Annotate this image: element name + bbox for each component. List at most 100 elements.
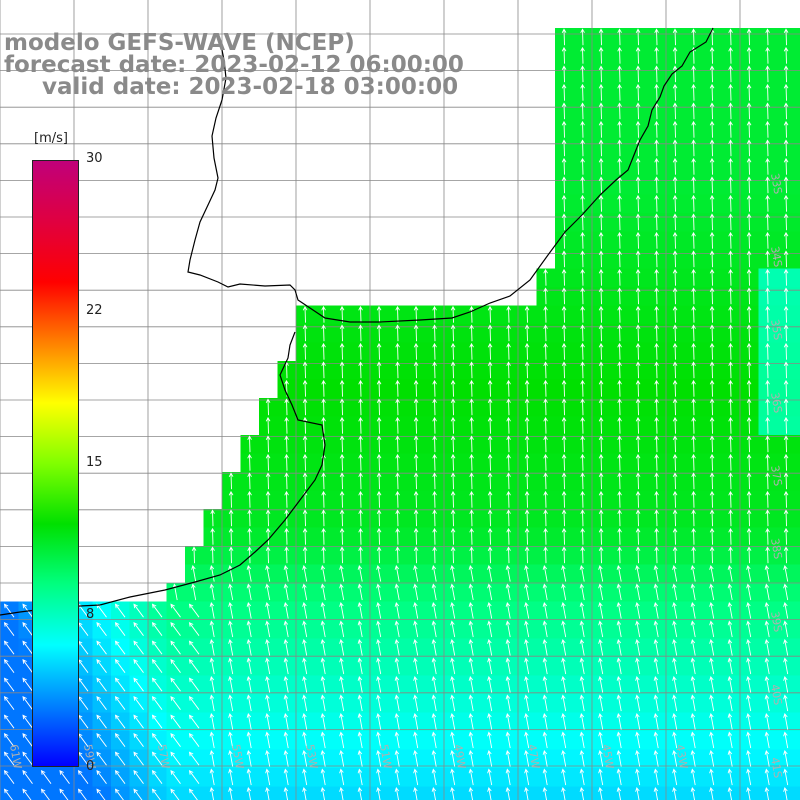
wind-arrow bbox=[635, 583, 641, 601]
wind-arrow bbox=[746, 453, 752, 471]
wind-arrow bbox=[617, 546, 622, 564]
wind-arrow bbox=[598, 361, 604, 379]
wind-arrow bbox=[728, 546, 733, 564]
wind-arrow bbox=[617, 213, 622, 231]
wind-arrow bbox=[635, 250, 641, 268]
wind-speed-cell bbox=[795, 768, 800, 788]
wind-arrow bbox=[542, 694, 548, 712]
wind-speed-cell bbox=[795, 83, 800, 103]
latitude-labels: 33S 34S 35S 36S 37S 38S 39S 40S 41S bbox=[768, 172, 784, 779]
wind-arrow bbox=[170, 770, 181, 784]
wind-arrow bbox=[783, 675, 789, 693]
wind-arrow bbox=[709, 749, 715, 767]
wind-arrow bbox=[580, 361, 585, 379]
wind-arrow bbox=[246, 768, 252, 786]
wind-speed-cell bbox=[629, 786, 649, 800]
wind-arrow bbox=[320, 694, 326, 712]
wind-arrow bbox=[728, 379, 733, 397]
wind-arrow bbox=[617, 435, 622, 453]
wind-arrow bbox=[598, 83, 604, 101]
wind-arrow bbox=[506, 490, 511, 508]
wind-arrow bbox=[209, 749, 215, 767]
wind-arrow bbox=[542, 768, 548, 786]
wind-arrow bbox=[357, 768, 363, 786]
wind-arrow bbox=[543, 472, 548, 490]
wind-arrow bbox=[450, 379, 456, 397]
wind-arrow bbox=[728, 287, 733, 305]
wind-arrow bbox=[151, 788, 161, 800]
wind-arrow bbox=[284, 435, 289, 453]
wind-arrow bbox=[210, 546, 215, 564]
wind-arrow bbox=[209, 786, 215, 800]
wind-arrow bbox=[672, 509, 678, 527]
wind-arrow bbox=[672, 583, 678, 601]
wind-arrow bbox=[672, 472, 678, 490]
wind-arrow bbox=[302, 768, 308, 786]
wind-arrow bbox=[691, 379, 696, 397]
wind-arrow bbox=[635, 361, 641, 379]
wind-arrow bbox=[524, 324, 530, 342]
wind-arrow bbox=[617, 83, 622, 101]
wind-speed-cell bbox=[296, 786, 316, 800]
wind-arrow bbox=[561, 398, 567, 416]
wind-arrow bbox=[431, 601, 437, 619]
wind-arrow bbox=[580, 102, 585, 120]
wind-arrow bbox=[246, 583, 252, 601]
wind-arrow bbox=[339, 398, 345, 416]
wind-arrow bbox=[96, 770, 107, 784]
wind-arrow bbox=[672, 657, 678, 675]
wind-arrow bbox=[765, 139, 770, 157]
wind-arrow bbox=[561, 361, 567, 379]
wind-arrow bbox=[635, 287, 641, 305]
wind-speed-cell bbox=[795, 435, 800, 455]
wind-arrow bbox=[746, 120, 752, 138]
longitude-label: 59W bbox=[81, 743, 98, 770]
wind-arrow bbox=[339, 768, 345, 786]
wind-arrow bbox=[265, 620, 271, 638]
wind-arrow bbox=[450, 583, 456, 601]
wind-arrow bbox=[394, 768, 400, 786]
wind-arrow bbox=[764, 768, 770, 786]
wind-arrow bbox=[209, 694, 215, 712]
wind-arrow bbox=[654, 305, 659, 323]
wind-arrow bbox=[59, 770, 70, 784]
wind-arrow bbox=[170, 788, 180, 800]
wind-arrow bbox=[22, 788, 32, 800]
wind-arrow bbox=[114, 770, 126, 784]
wind-arrow bbox=[151, 640, 163, 655]
wind-arrow bbox=[690, 786, 696, 800]
wind-arrow bbox=[654, 342, 659, 360]
wind-arrow bbox=[283, 583, 289, 601]
wind-arrow bbox=[432, 490, 437, 508]
wind-arrow bbox=[376, 435, 382, 453]
wind-arrow bbox=[783, 601, 789, 619]
wind-arrow bbox=[133, 640, 144, 655]
wind-arrow bbox=[228, 657, 234, 675]
wind-arrow bbox=[617, 250, 622, 268]
wind-arrow bbox=[339, 453, 345, 471]
wind-arrow bbox=[561, 638, 567, 656]
wind-arrow bbox=[506, 398, 511, 416]
wind-arrow bbox=[22, 640, 33, 655]
wind-arrow bbox=[653, 564, 659, 582]
wind-arrow bbox=[246, 564, 252, 582]
wind-arrow bbox=[358, 398, 363, 416]
wind-arrow bbox=[320, 564, 326, 582]
wind-arrow bbox=[635, 546, 641, 564]
wind-arrow bbox=[133, 677, 144, 692]
wind-arrow bbox=[188, 677, 200, 692]
wind-arrow bbox=[746, 213, 752, 231]
wind-arrow bbox=[469, 398, 474, 416]
wind-arrow bbox=[654, 435, 659, 453]
wind-arrow bbox=[598, 620, 604, 638]
wind-arrow bbox=[468, 638, 474, 656]
wind-arrow bbox=[151, 603, 163, 618]
wind-arrow bbox=[691, 324, 696, 342]
wind-arrow bbox=[228, 564, 234, 582]
coastline bbox=[0, 27, 714, 616]
wind-arrow bbox=[524, 546, 530, 564]
wind-arrow bbox=[709, 786, 714, 800]
wind-arrow bbox=[580, 416, 585, 434]
wind-arrow bbox=[487, 731, 493, 749]
wind-arrow bbox=[672, 342, 678, 360]
